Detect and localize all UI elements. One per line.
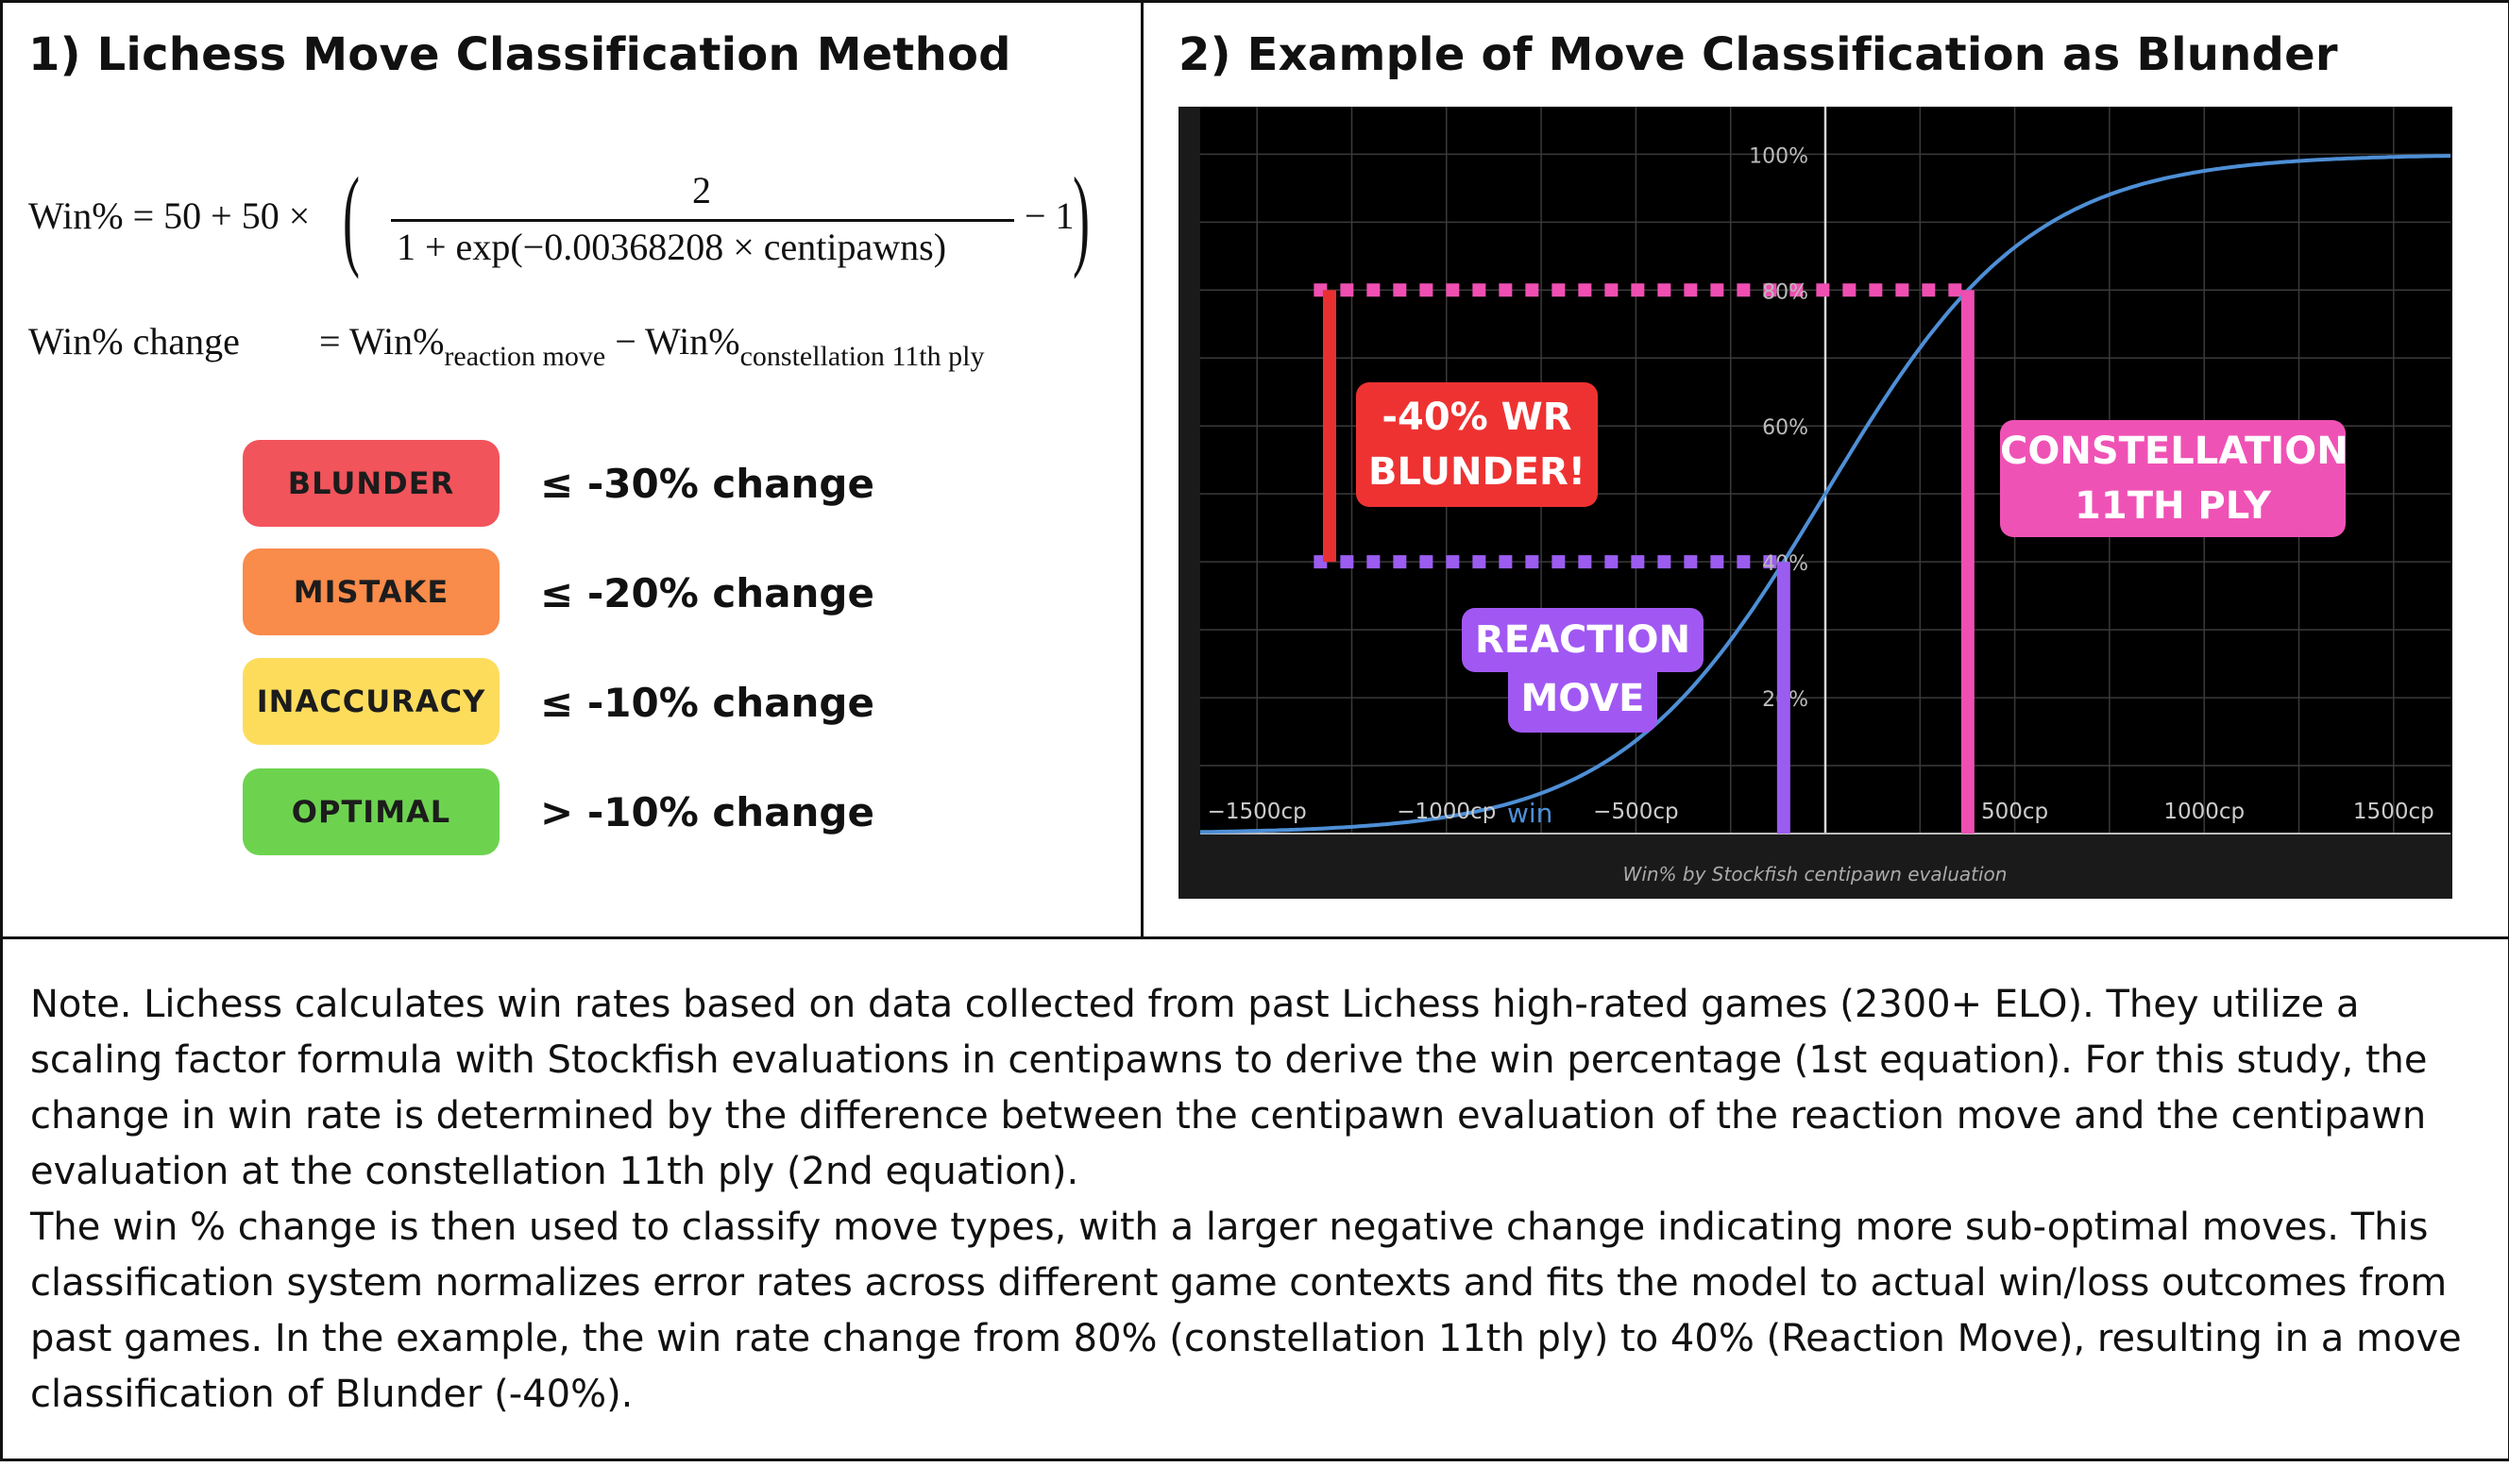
y-tick-label: 100%: [1749, 144, 1808, 168]
right-panel-title: 2) Example of Move Classification as Blu…: [1178, 28, 2338, 81]
win-curve: [1200, 154, 2451, 835]
x-tick-label: −500cp: [1593, 800, 1678, 824]
badge-optimal: OPTIMAL: [243, 768, 500, 855]
constellation-marker: [1960, 290, 1975, 834]
threshold-inaccuracy: ≤ -10% change: [540, 680, 874, 726]
badge-inaccuracy: INACCURACY: [243, 658, 500, 745]
eq2-body: = Win%reaction move − Win%constellation …: [319, 320, 985, 372]
constellation-callout: CONSTELLATION 11TH PLY: [2000, 420, 2348, 537]
eq2-lhs: Win% change: [28, 320, 240, 363]
blunder-callout: -40% WR BLUNDER!: [1356, 382, 1598, 507]
badge-blunder: BLUNDER: [243, 440, 500, 527]
series-label-win: win: [1507, 798, 1552, 829]
panel-divider-horizontal: [0, 936, 2509, 939]
blunder-callout-line2: BLUNDER!: [1367, 450, 1586, 494]
threshold-optimal: > -10% change: [540, 789, 874, 835]
x-tick-label: −1500cp: [1208, 800, 1307, 824]
eq1-numerator: 2: [692, 169, 711, 211]
y-tick-label: 60%: [1762, 416, 1808, 440]
reaction-callout-line1: REACTION: [1474, 618, 1691, 662]
x-tick-label: −1000cp: [1397, 800, 1496, 824]
reaction-callout-line2: MOVE: [1520, 677, 1645, 720]
eq1-open-paren: (: [342, 154, 360, 279]
threshold-blunder: ≤ -30% change: [540, 461, 874, 507]
x-tick-label: 1000cp: [2163, 800, 2245, 824]
reaction-move-marker: [1776, 562, 1790, 834]
eq1-lhs: Win% = 50 + 50 ×: [28, 194, 311, 237]
blunder-callout-line1: -40% WR: [1382, 396, 1572, 439]
left-panel-title: 1) Lichess Move Classification Method: [28, 28, 1011, 81]
note-paragraph-2: The win % change is then used to classif…: [30, 1206, 2462, 1416]
eq1-fraction-line: [391, 219, 1014, 222]
x-tick-label: 1500cp: [2353, 800, 2434, 824]
x-tick-label: 500cp: [1981, 800, 2048, 824]
reaction-callout-top: REACTION: [1462, 608, 1704, 672]
threshold-mistake: ≤ -20% change: [540, 570, 874, 616]
win-drop-bar: [1323, 290, 1336, 563]
reaction-callout-bottom: MOVE: [1508, 668, 1657, 733]
constellation-callout-line1: CONSTELLATION: [2000, 430, 2348, 473]
y-tick-label: 80%: [1762, 280, 1808, 304]
eq1-denominator: 1 + exp(−0.00368208 × centipawns): [397, 226, 947, 268]
eq1-tail: − 1: [1025, 194, 1075, 237]
x-axis-label: Win% by Stockfish centipawn evaluation: [1623, 863, 2008, 885]
note-paragraph-1: Note. Lichess calculates win rates based…: [30, 983, 2428, 1193]
eq1-close-paren: ): [1072, 154, 1090, 279]
badge-mistake: MISTAKE: [243, 548, 500, 635]
note-text: Note. Lichess calculates win rates based…: [30, 977, 2476, 1423]
constellation-callout-line2: 11TH PLY: [2075, 484, 2271, 528]
panel-divider-vertical: [1141, 0, 1144, 936]
